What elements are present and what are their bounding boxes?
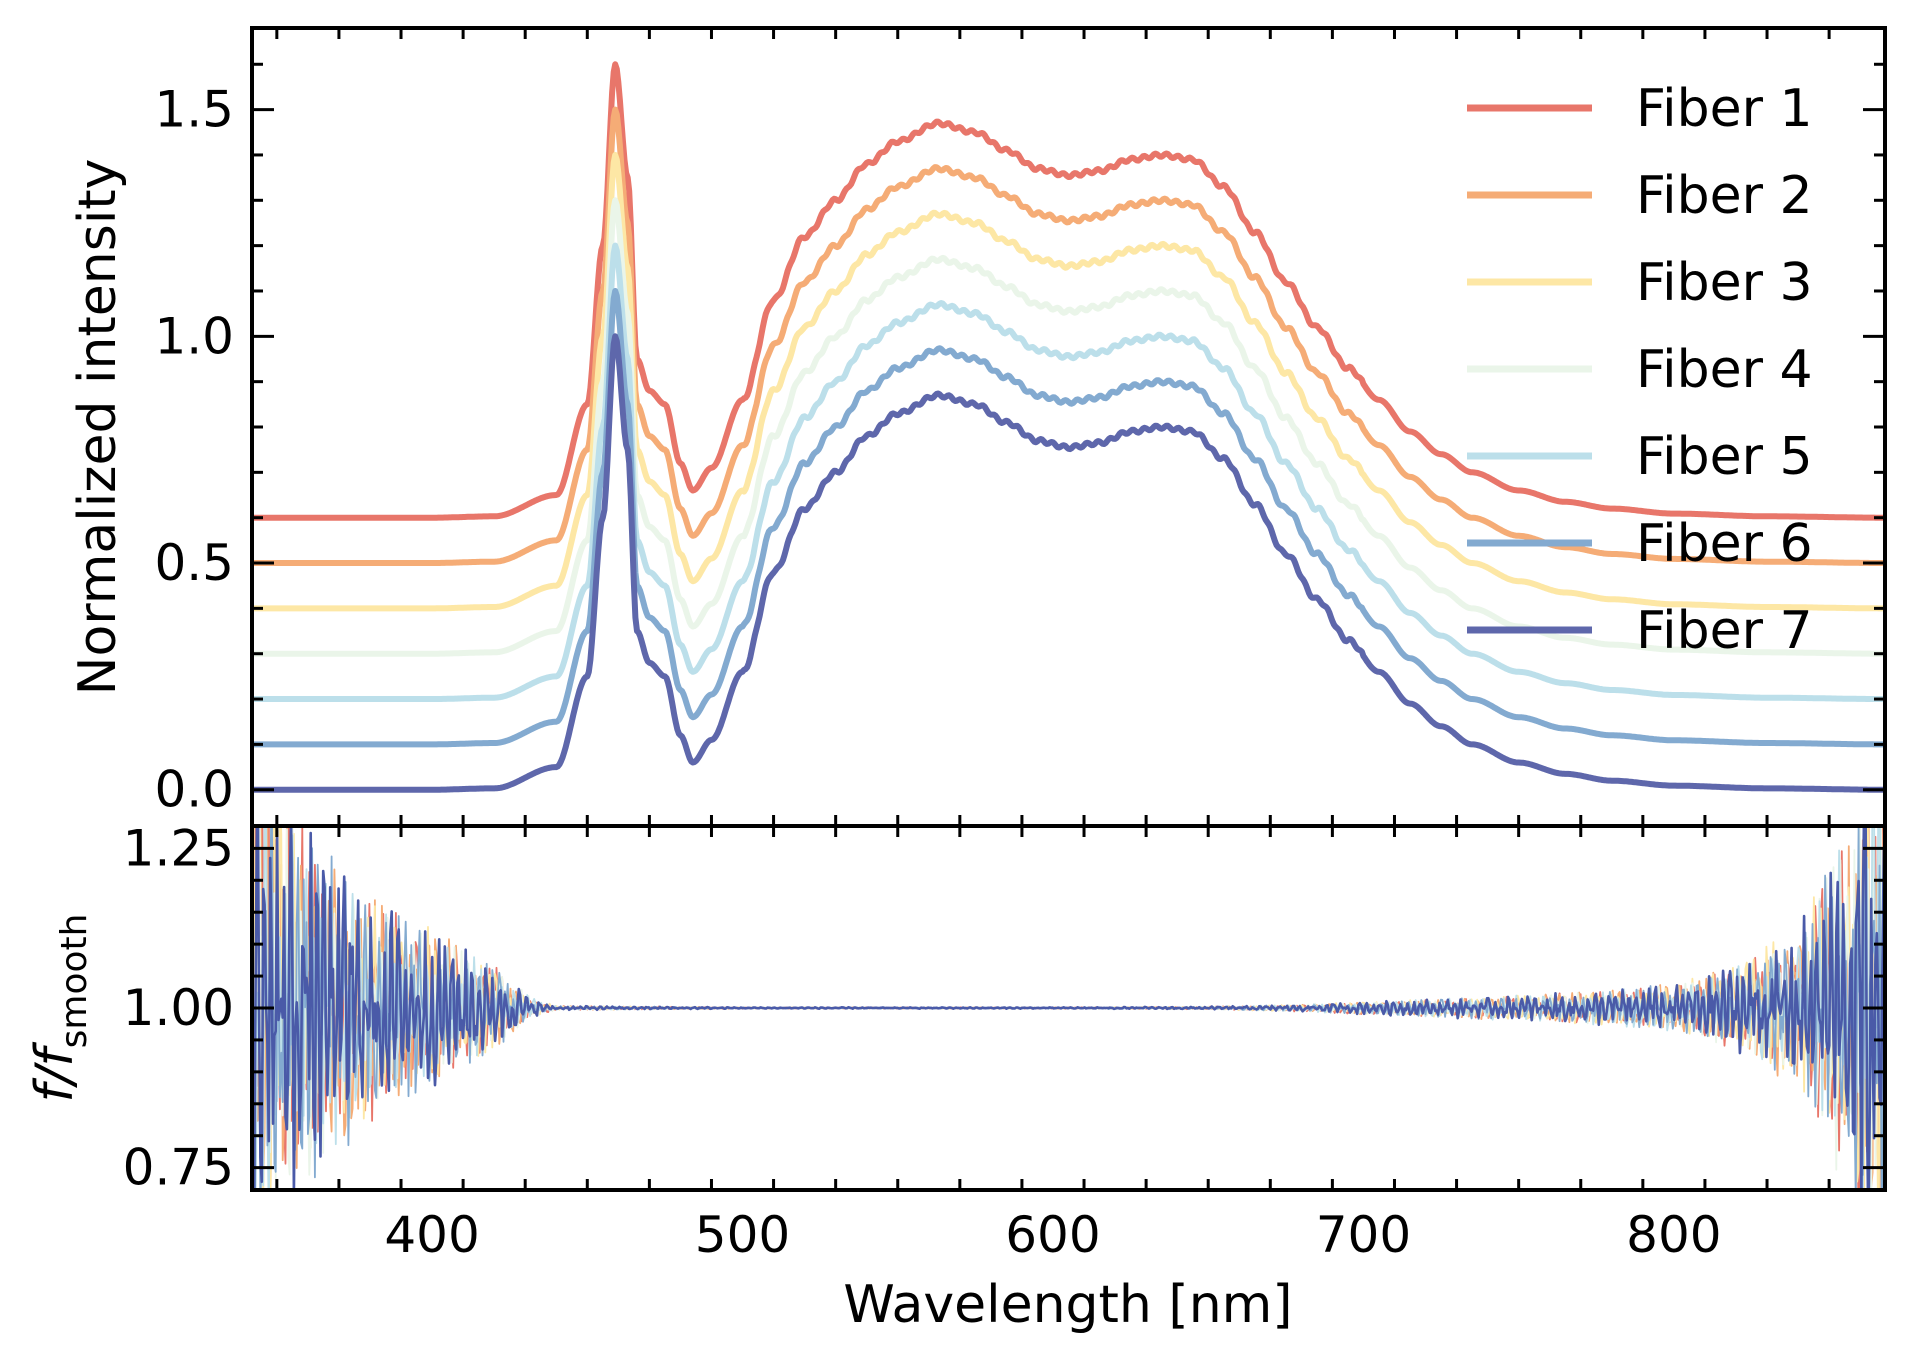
legend-label-fiber-7: Fiber 7 bbox=[1636, 601, 1813, 661]
top-panel-series bbox=[252, 61, 1885, 793]
x-tick-label: 800 bbox=[1626, 1206, 1721, 1264]
bottom-y-tick-label: 1.00 bbox=[123, 979, 234, 1037]
x-tick-label: 600 bbox=[1005, 1206, 1100, 1264]
fiber-5-spectrum-line bbox=[252, 242, 1885, 702]
x-tick-label: 500 bbox=[695, 1206, 790, 1264]
top-y-tick-label: 1.0 bbox=[154, 307, 234, 365]
x-tick-label: 700 bbox=[1316, 1206, 1411, 1264]
fiber-3-spectrum-line bbox=[252, 152, 1885, 612]
legend-label-fiber-4: Fiber 4 bbox=[1636, 340, 1813, 400]
top-y-tick-label: 1.5 bbox=[154, 81, 234, 139]
legend-label-fiber-5: Fiber 5 bbox=[1636, 427, 1813, 487]
bottom-y-axis-label-subscript: smooth bbox=[54, 914, 95, 1049]
fiber-7-spectrum-line bbox=[252, 333, 1885, 793]
bottom-y-axis-label: f/fsmooth bbox=[25, 914, 95, 1103]
fiber-6-spectrum-line bbox=[252, 288, 1885, 748]
bottom-y-tick-label: 0.75 bbox=[123, 1139, 234, 1197]
bottom-y-axis-label-main: f/f bbox=[25, 1042, 85, 1103]
top-y-axis-label: Normalized intensity bbox=[68, 159, 128, 696]
x-tick-label: 400 bbox=[384, 1206, 479, 1264]
top-y-tick-label: 0.0 bbox=[154, 761, 234, 819]
axes: 400 500 600 700 800 0.0 0.5 1.0 1.5 0.75 1.00 1.25 bbox=[123, 26, 1887, 1264]
legend-label-fiber-2: Fiber 2 bbox=[1636, 166, 1813, 226]
legend-label-fiber-1: Fiber 1 bbox=[1636, 79, 1813, 139]
bottom-y-tick-label: 1.25 bbox=[123, 819, 234, 877]
axis-titles: Normalized intensity f/fsmooth Wavelengt… bbox=[25, 159, 1293, 1335]
legend: Fiber 1 Fiber 2 Fiber 3 Fiber 4 Fiber 5 Fiber… bbox=[1467, 79, 1813, 661]
x-axis-label: Wavelength [nm] bbox=[843, 1275, 1292, 1335]
fiber-4-spectrum-line bbox=[252, 197, 1885, 657]
bottom-panel-series bbox=[252, 826, 1885, 1190]
fiber-7-residual-line bbox=[252, 826, 1885, 1190]
fiber-2-spectrum-line bbox=[252, 106, 1885, 566]
legend-label-fiber-6: Fiber 6 bbox=[1636, 514, 1813, 574]
fiber-1-spectrum-line bbox=[252, 61, 1885, 521]
top-y-tick-label: 0.5 bbox=[154, 534, 234, 592]
legend-label-fiber-3: Fiber 3 bbox=[1636, 253, 1813, 313]
